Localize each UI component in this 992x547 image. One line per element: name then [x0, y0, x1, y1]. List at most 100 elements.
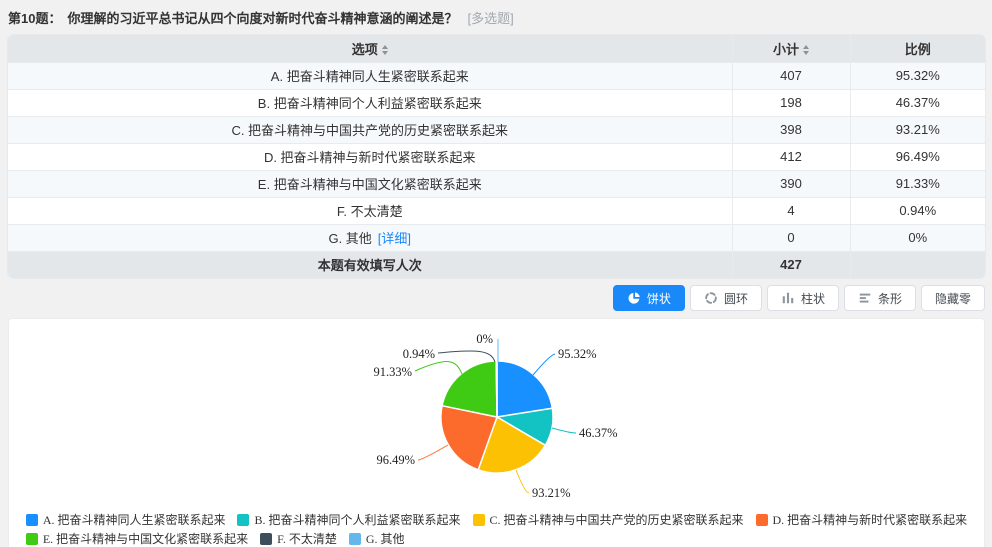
legend-label: E. 把奋斗精神与中国文化紧密联系起来 [42, 532, 249, 546]
pie-percent-label: 95.32% [558, 347, 597, 361]
legend-row: E. 把奋斗精神与中国文化紧密联系起来 F. 不太清楚 G. 其他 [25, 530, 967, 547]
results-table-wrap: 选项 小计 比例 A. 把奋斗精神同人生紧密联系起来 407 95.32% B. 把奋斗精… [8, 35, 985, 278]
legend-item-c[interactable]: C. 把奋斗精神与中国共产党的历史紧密联系起来 [472, 511, 744, 528]
count-cell: 198 [731, 89, 850, 117]
pie-percent-label: 91.33% [373, 365, 412, 379]
table-row: D. 把奋斗精神与新时代紧密联系起来 412 96.49% [8, 143, 985, 171]
button-label: 饼状 [646, 291, 671, 306]
ratio-cell: 91.33% [849, 170, 985, 198]
count-cell: 407 [731, 62, 850, 90]
option-cell: D. 把奋斗精神与新时代紧密联系起来 [8, 143, 732, 171]
count-cell: 398 [731, 116, 850, 144]
legend-item-b[interactable]: B. 把奋斗精神同个人利益紧密联系起来 [237, 511, 461, 528]
legend-swatch-icon [237, 513, 250, 526]
legend-swatch-icon [472, 513, 485, 526]
pie-chart-panel: 95.32% 46.37% 93.21% 96.49% 91.33% 0.94% 0% A.… [8, 318, 985, 547]
legend-label: G. 其他 [365, 532, 405, 546]
footer-count: 427 [731, 251, 850, 278]
option-cell: F. 不太清楚 [8, 197, 732, 225]
legend-item-g[interactable]: G. 其他 [348, 530, 405, 547]
table-header-row: 选项 小计 比例 [8, 35, 985, 63]
ring-icon [705, 292, 717, 304]
pie-chart[interactable]: 95.32% 46.37% 93.21% 96.49% 91.33% 0.94% 0% [9, 319, 984, 507]
option-label: G. 其他 [328, 231, 372, 246]
chart-type-button-column[interactable]: 柱状 [766, 285, 839, 311]
legend-swatch-icon [25, 513, 38, 526]
button-label: 条形 [877, 291, 902, 306]
column-header-label: 小计 [772, 41, 799, 57]
legend-label: D. 把奋斗精神与新时代紧密联系起来 [772, 513, 968, 527]
chart-type-toolbar: 饼状 圆环 柱状 条形 隐藏零 [8, 285, 985, 311]
label-leader-line [414, 361, 463, 375]
label-leader-line [437, 350, 496, 363]
table-row: G. 其他 [详细] 0 0% [8, 224, 985, 252]
label-leader-line [551, 427, 577, 434]
pie-slice-a[interactable] [496, 360, 554, 418]
count-cell: 390 [731, 170, 850, 198]
pie-percent-label: 93.21% [532, 486, 571, 500]
table-footer-row: 本题有效填写人次 427 [8, 251, 985, 278]
option-label: B. 把奋斗精神同个人利益紧密联系起来 [257, 96, 482, 111]
legend-swatch-icon [348, 532, 361, 545]
chart-type-button-pie[interactable]: 饼状 [612, 285, 685, 311]
count-cell: 0 [731, 224, 850, 252]
chart-type-button-ring[interactable]: 圆环 [689, 285, 762, 311]
pie-percent-label: 46.37% [579, 426, 618, 440]
pie-slice-c[interactable] [477, 416, 547, 474]
column-header-0[interactable]: 选项 [8, 35, 732, 63]
option-label: E. 把奋斗精神与中国文化紧密联系起来 [257, 177, 482, 192]
option-label: A. 把奋斗精神同人生紧密联系起来 [270, 69, 469, 84]
ratio-cell: 46.37% [849, 89, 985, 117]
table-row: A. 把奋斗精神同人生紧密联系起来 407 95.32% [8, 62, 985, 90]
chart-type-button-bar[interactable]: 条形 [843, 285, 916, 311]
footer-empty [849, 251, 985, 278]
legend-item-d[interactable]: D. 把奋斗精神与新时代紧密联系起来 [755, 511, 968, 528]
ratio-cell: 96.49% [849, 143, 985, 171]
results-table: 选项 小计 比例 A. 把奋斗精神同人生紧密联系起来 407 95.32% B. 把奋斗精… [8, 35, 985, 278]
pie-slice-f[interactable] [495, 360, 498, 418]
column-icon [782, 292, 794, 304]
legend-swatch-icon [755, 513, 768, 526]
ratio-cell: 0.94% [849, 197, 985, 225]
sort-icon[interactable] [803, 45, 809, 56]
legend-row: A. 把奋斗精神同人生紧密联系起来 B. 把奋斗精神同个人利益紧密联系起来 C. 把… [25, 511, 968, 528]
button-label: 柱状 [800, 291, 825, 306]
ratio-cell: 93.21% [849, 116, 985, 144]
option-cell: A. 把奋斗精神同人生紧密联系起来 [8, 62, 732, 90]
column-header-1[interactable]: 小计 [731, 35, 850, 63]
button-label: 圆环 [723, 291, 748, 306]
detail-link[interactable]: [详细] [377, 231, 412, 246]
label-leader-line [417, 444, 449, 461]
legend-item-e[interactable]: E. 把奋斗精神与中国文化紧密联系起来 [25, 530, 249, 547]
label-leader-line [515, 469, 530, 494]
pie-icon [628, 292, 640, 304]
table-row: E. 把奋斗精神与中国文化紧密联系起来 390 91.33% [8, 170, 985, 198]
pie-percent-label: 0% [476, 332, 493, 346]
column-header-label: 选项 [351, 41, 378, 57]
option-label: F. 不太清楚 [336, 204, 403, 219]
question-title: 第10题： 你理解的习近平总书记从四个向度对新时代奋斗精神意涵的阐述是？ [多选题] [0, 0, 992, 35]
sort-icon[interactable] [381, 45, 388, 56]
pie-slice-e[interactable] [441, 360, 498, 418]
table-row: B. 把奋斗精神同个人利益紧密联系起来 198 46.37% [8, 89, 985, 117]
chart-type-button-hide-zero[interactable]: 隐藏零 [920, 285, 985, 311]
legend-label: B. 把奋斗精神同个人利益紧密联系起来 [254, 513, 461, 527]
legend-label: F. 不太清楚 [277, 532, 337, 546]
table-row: F. 不太清楚 4 0.94% [8, 197, 985, 225]
legend-swatch-icon [260, 532, 273, 545]
legend-item-f[interactable]: F. 不太清楚 [260, 530, 337, 547]
ratio-cell: 95.32% [849, 62, 985, 90]
option-cell: C. 把奋斗精神与中国共产党的历史紧密联系起来 [8, 116, 732, 144]
pie-slice-d[interactable] [440, 404, 498, 471]
button-label: 隐藏零 [934, 291, 971, 306]
table-row: C. 把奋斗精神与中国共产党的历史紧密联系起来 398 93.21% [8, 116, 985, 144]
count-cell: 4 [731, 197, 850, 225]
footer-label: 本题有效填写人次 [8, 251, 732, 278]
legend-label: C. 把奋斗精神与中国共产党的历史紧密联系起来 [489, 513, 744, 527]
legend-item-a[interactable]: A. 把奋斗精神同人生紧密联系起来 [25, 511, 225, 528]
question-type-tag: [多选题] [467, 11, 514, 26]
pie-percent-label: 0.94% [403, 347, 435, 361]
label-leader-line [532, 353, 556, 376]
column-header-2: 比例 [849, 35, 985, 63]
option-cell: E. 把奋斗精神与中国文化紧密联系起来 [8, 170, 732, 198]
